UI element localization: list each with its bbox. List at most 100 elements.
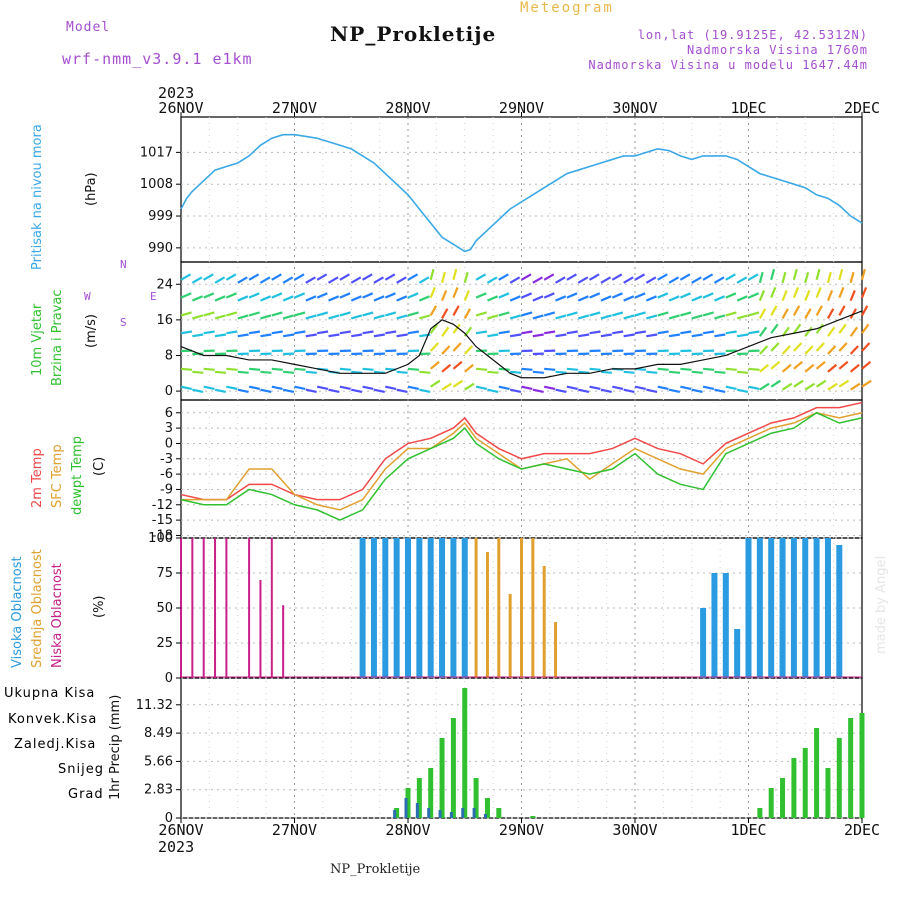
wind-barb bbox=[646, 333, 658, 338]
wind-barb bbox=[827, 382, 838, 391]
wind-barb bbox=[838, 323, 847, 334]
wind-barb bbox=[611, 292, 623, 299]
wind-barb bbox=[339, 273, 350, 281]
wind-barb bbox=[759, 345, 769, 355]
precip-snow-bar bbox=[449, 812, 453, 818]
wind-barb bbox=[748, 385, 760, 391]
wind-barb bbox=[725, 273, 736, 281]
precip-snow-bar bbox=[427, 808, 431, 818]
wind-barb bbox=[271, 330, 283, 335]
wind-barb bbox=[532, 314, 544, 320]
wind-barb bbox=[600, 295, 612, 302]
top-date-label: 29NOV bbox=[498, 99, 545, 117]
y-tick-label: 5.66 bbox=[144, 754, 173, 769]
wind-barb bbox=[362, 292, 374, 299]
wind-barb bbox=[578, 388, 590, 394]
wind-barb bbox=[589, 330, 601, 335]
wind-barb bbox=[260, 370, 272, 374]
model-label: Model bbox=[66, 20, 111, 35]
wind-barb bbox=[191, 295, 203, 302]
wind-barb bbox=[283, 370, 295, 374]
wind-barb bbox=[237, 388, 249, 394]
compass-n: N bbox=[120, 258, 127, 271]
wind-barb bbox=[691, 370, 703, 374]
wind-barb bbox=[373, 370, 386, 374]
bottom-date-label: 1DEC bbox=[730, 821, 767, 839]
wind-barb bbox=[804, 326, 813, 337]
cloud-mid-bar bbox=[497, 538, 501, 678]
y-tick-label: 0 bbox=[165, 436, 173, 451]
cloud-high-bar bbox=[439, 538, 446, 678]
wind-barb bbox=[328, 295, 340, 302]
cloud-high-bar bbox=[824, 538, 831, 678]
wind-barb bbox=[861, 342, 871, 352]
wind-barb bbox=[646, 314, 658, 320]
wind-barb bbox=[815, 360, 826, 370]
wind-barb bbox=[770, 268, 776, 281]
wind-barb bbox=[521, 367, 533, 371]
cloud-high-bar bbox=[779, 538, 786, 678]
wind-barb bbox=[645, 295, 657, 302]
wind-barb bbox=[770, 342, 780, 352]
wind-barb bbox=[487, 295, 499, 302]
top-date-label: 28NOV bbox=[385, 99, 431, 117]
wind-barb bbox=[498, 292, 510, 299]
wind-barb bbox=[815, 342, 825, 352]
temp-unit: (C) bbox=[92, 456, 107, 476]
wind-barb bbox=[498, 311, 510, 317]
precip-total-bar bbox=[848, 718, 854, 818]
y-tick-label: 999 bbox=[148, 209, 173, 224]
wind-barb bbox=[237, 314, 249, 320]
wind-barb bbox=[566, 385, 578, 391]
precip-total-bar bbox=[780, 778, 786, 818]
wind-barb bbox=[725, 311, 737, 317]
top-date-label: 26NOV bbox=[158, 99, 204, 117]
cloud-mid-bar bbox=[508, 594, 512, 678]
cloud-high-bar bbox=[734, 629, 741, 678]
watermark: made by Angel bbox=[874, 555, 889, 654]
wind-barb bbox=[452, 342, 462, 352]
wind-barb bbox=[793, 342, 803, 352]
precip-unit: 1hr Precip (mm) bbox=[108, 694, 123, 800]
wind-barb bbox=[680, 385, 692, 391]
wind-barb bbox=[577, 295, 589, 302]
precip-snow-bar bbox=[415, 803, 419, 818]
wind-barb bbox=[792, 305, 801, 316]
temp-dewpt-line bbox=[180, 411, 863, 521]
wind-barb bbox=[203, 273, 214, 281]
wind-barb bbox=[578, 370, 590, 374]
precip-total-bar bbox=[791, 758, 797, 818]
cloud-mid-bar bbox=[474, 538, 478, 678]
wind-barb bbox=[384, 273, 396, 281]
wind-barb bbox=[203, 385, 215, 391]
wind-barb bbox=[668, 295, 680, 302]
wind-barb bbox=[770, 360, 781, 370]
wind-barb bbox=[452, 268, 458, 281]
wind-barb bbox=[702, 311, 714, 317]
wind-barb bbox=[305, 314, 317, 320]
wind-barb bbox=[463, 290, 470, 302]
precip-total-bar bbox=[473, 778, 479, 818]
wind-barb bbox=[702, 292, 714, 299]
wind-barb bbox=[521, 330, 533, 335]
wind-barb bbox=[850, 382, 861, 391]
wind-barb bbox=[419, 388, 431, 394]
wind-barb bbox=[463, 345, 474, 355]
wind-barb bbox=[758, 290, 765, 302]
wind-barb bbox=[577, 276, 589, 284]
wind-barb bbox=[396, 314, 408, 320]
wind-barb bbox=[316, 311, 329, 317]
cloud-high-bar bbox=[711, 573, 718, 678]
wind-barb bbox=[702, 330, 715, 335]
wind-barb bbox=[192, 333, 204, 338]
wind-barb bbox=[600, 333, 612, 338]
wind-barb bbox=[748, 292, 760, 299]
model-value: wrf-nmm_v3.9.1 e1km bbox=[62, 50, 253, 68]
wind-barb bbox=[248, 273, 260, 281]
wind-barb bbox=[225, 273, 237, 281]
wind-barb bbox=[714, 333, 726, 338]
wind-barb bbox=[248, 330, 261, 335]
wind-barb bbox=[192, 314, 204, 320]
wind-barb bbox=[555, 295, 567, 302]
wind-barb bbox=[861, 379, 872, 388]
